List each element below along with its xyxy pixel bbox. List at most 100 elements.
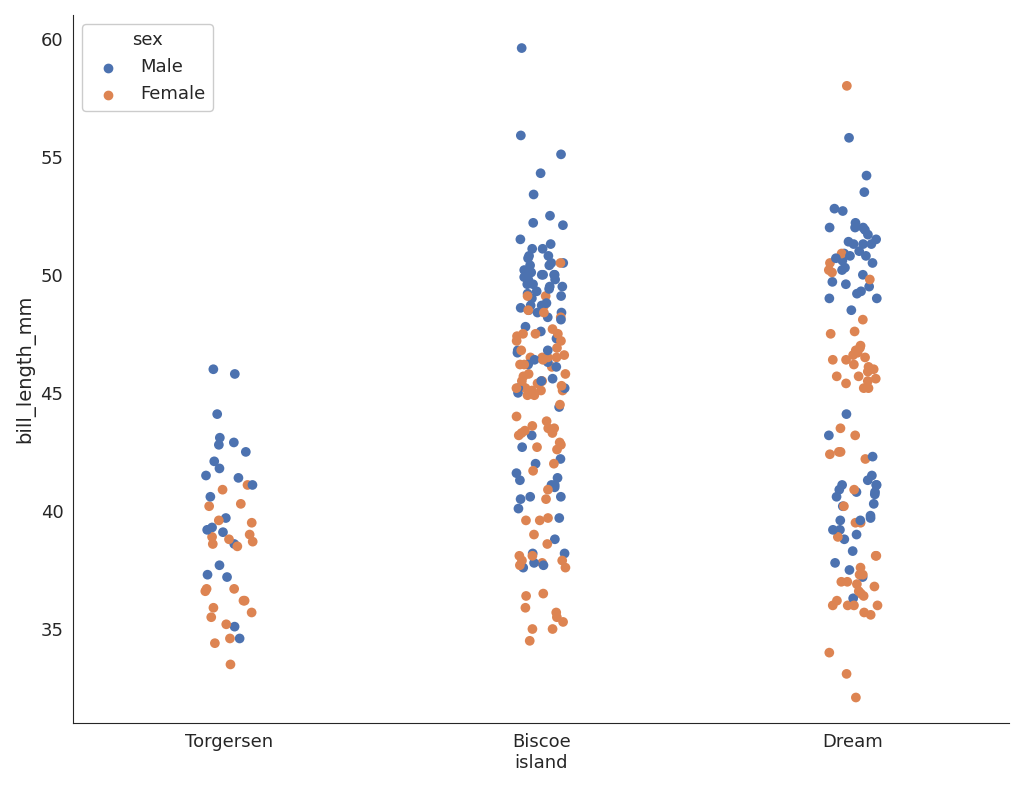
Point bbox=[531, 514, 548, 527]
Point bbox=[535, 268, 551, 281]
Point bbox=[843, 304, 859, 316]
Point bbox=[857, 224, 873, 236]
Point bbox=[522, 259, 539, 272]
Point bbox=[526, 389, 543, 401]
Point bbox=[834, 478, 850, 491]
Point bbox=[824, 275, 841, 288]
Point bbox=[547, 478, 563, 491]
Point bbox=[867, 549, 884, 562]
Point bbox=[847, 516, 863, 529]
Point bbox=[211, 559, 227, 571]
Point bbox=[868, 292, 885, 305]
Point bbox=[838, 353, 854, 366]
Point bbox=[846, 599, 862, 611]
Point bbox=[523, 266, 540, 279]
Point bbox=[834, 575, 850, 588]
Point bbox=[845, 349, 861, 361]
Point bbox=[842, 249, 858, 262]
Point bbox=[841, 235, 857, 248]
Point bbox=[546, 268, 562, 281]
Point bbox=[855, 268, 871, 281]
Point bbox=[534, 375, 550, 387]
Point bbox=[514, 375, 530, 387]
Point bbox=[856, 382, 872, 394]
Point bbox=[829, 530, 846, 543]
Point bbox=[837, 261, 853, 274]
Point bbox=[508, 410, 524, 423]
Point bbox=[553, 148, 569, 161]
Point bbox=[846, 238, 862, 250]
Point bbox=[824, 266, 841, 279]
Point bbox=[842, 563, 858, 576]
Point bbox=[214, 483, 230, 496]
Point bbox=[209, 408, 225, 420]
Point bbox=[552, 257, 568, 269]
Point bbox=[512, 559, 528, 571]
Point bbox=[837, 533, 853, 545]
Point bbox=[866, 580, 883, 593]
Point bbox=[861, 273, 878, 286]
Point bbox=[516, 271, 532, 283]
Point bbox=[244, 606, 260, 619]
Point bbox=[516, 264, 532, 276]
Point bbox=[514, 441, 530, 453]
Point bbox=[236, 594, 252, 607]
Point bbox=[552, 453, 568, 465]
Point bbox=[859, 365, 876, 378]
Point bbox=[855, 238, 871, 250]
Point bbox=[852, 342, 868, 354]
Point bbox=[529, 377, 546, 390]
Point bbox=[539, 297, 555, 309]
Point bbox=[205, 538, 221, 550]
Point bbox=[853, 587, 869, 600]
Point bbox=[513, 42, 529, 54]
Point bbox=[547, 268, 563, 281]
Point bbox=[198, 469, 214, 482]
Point bbox=[849, 346, 865, 359]
Point bbox=[862, 509, 879, 522]
Point bbox=[232, 497, 249, 510]
Point bbox=[821, 448, 838, 460]
Point bbox=[519, 287, 536, 300]
Point bbox=[852, 516, 868, 529]
Point bbox=[222, 658, 239, 671]
Point bbox=[851, 245, 867, 257]
Point bbox=[509, 330, 525, 342]
Point bbox=[527, 327, 544, 340]
Point bbox=[226, 582, 243, 595]
Point bbox=[517, 424, 534, 437]
Point bbox=[548, 332, 564, 345]
Point bbox=[524, 242, 541, 255]
Point bbox=[553, 438, 569, 451]
Point bbox=[868, 549, 885, 562]
Point bbox=[540, 356, 556, 368]
Point bbox=[524, 419, 541, 432]
Point bbox=[545, 623, 561, 635]
Point bbox=[556, 547, 572, 560]
Point bbox=[828, 370, 845, 382]
Point bbox=[855, 313, 871, 326]
Point bbox=[508, 467, 524, 479]
Point bbox=[523, 429, 540, 442]
Point bbox=[868, 233, 885, 246]
Point bbox=[238, 445, 254, 458]
Point bbox=[549, 342, 565, 354]
Point bbox=[540, 351, 556, 364]
Point bbox=[846, 483, 862, 496]
Point bbox=[833, 514, 849, 527]
Point bbox=[847, 216, 863, 229]
Point bbox=[514, 554, 530, 567]
Point bbox=[226, 538, 243, 550]
Point bbox=[549, 611, 565, 623]
Point bbox=[548, 360, 564, 373]
Point bbox=[515, 370, 531, 382]
Point bbox=[555, 615, 571, 628]
Point bbox=[517, 601, 534, 614]
Point bbox=[847, 325, 863, 338]
Point bbox=[847, 221, 863, 234]
Point bbox=[515, 327, 531, 340]
Point bbox=[553, 311, 569, 323]
Point bbox=[848, 344, 864, 357]
Point bbox=[526, 556, 543, 569]
Point bbox=[547, 533, 563, 545]
